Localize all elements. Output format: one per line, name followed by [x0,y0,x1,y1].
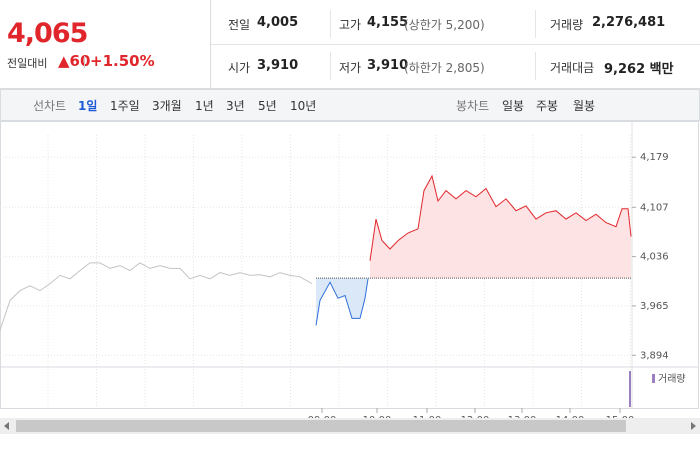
scroll-arrow [691,422,696,430]
y-tick-label: 4,179 [640,152,669,163]
scroll-arrow [4,422,9,430]
change-label: 전일대비 [7,57,48,70]
period-tab[interactable]: 3개월 [152,99,182,113]
legend-label: 거래량 [658,373,686,385]
stat-value: 9,262 백만 [604,62,674,77]
stat-label: 전일 [228,18,251,32]
period-tab[interactable]: 1년 [195,99,214,113]
change-pct: +1.50% [90,52,155,70]
stat-note: (상한가 5,200) [404,18,485,32]
y-tick-label: 3,894 [640,350,669,361]
chart: 4,1794,1074,0363,9653,894거래량09:0010:0011… [0,121,700,450]
stat-label: 거래대금 [550,61,595,75]
candle-tab[interactable]: 주봉 [536,99,559,113]
area [316,278,368,326]
stat-value: 3,910 [257,58,299,73]
y-tick-label: 4,036 [640,252,669,263]
candle-tab[interactable]: 일봉 [502,99,525,113]
divider [210,0,211,88]
stat-label: 거래량 [550,18,584,32]
stat-value: 2,276,481 [592,15,666,30]
divider [330,52,331,80]
tab-label: 선차트 [33,99,67,113]
volume-bar [629,371,631,407]
stat-value: 3,910 [367,58,409,73]
change: ▲60 [58,52,91,70]
stat-label: 시가 [228,61,251,75]
stat-note: (하한가 2,805) [404,61,485,75]
divider [211,44,700,45]
period-tab[interactable]: 1주일 [110,99,140,113]
divider [535,10,536,38]
period-tab[interactable]: 10년 [290,99,317,113]
header [0,0,700,89]
period-tab[interactable]: 3년 [226,99,245,113]
period-tab[interactable]: 5년 [258,99,277,113]
price-line [315,278,369,326]
period-tab[interactable]: 1일 [78,99,98,113]
area [370,176,631,279]
tab-bar [0,89,700,121]
stat-label: 저가 [339,61,362,75]
divider [84,56,85,68]
stat-value: 4,005 [257,15,299,30]
divider [330,10,331,38]
scrollbar-thumb [16,420,626,432]
tab-label: 봉차트 [456,99,490,113]
price-line [0,262,313,331]
divider [535,52,536,80]
price: 4,065 [7,18,88,49]
y-tick-label: 3,965 [640,301,669,312]
stat-value: 4,155 [367,15,409,30]
page-bottom [0,434,700,450]
stat-label: 고가 [339,18,362,32]
y-tick-label: 4,107 [640,202,669,213]
legend-swatch [652,374,655,383]
candle-tab[interactable]: 월봉 [573,99,596,113]
price-line [369,174,632,261]
